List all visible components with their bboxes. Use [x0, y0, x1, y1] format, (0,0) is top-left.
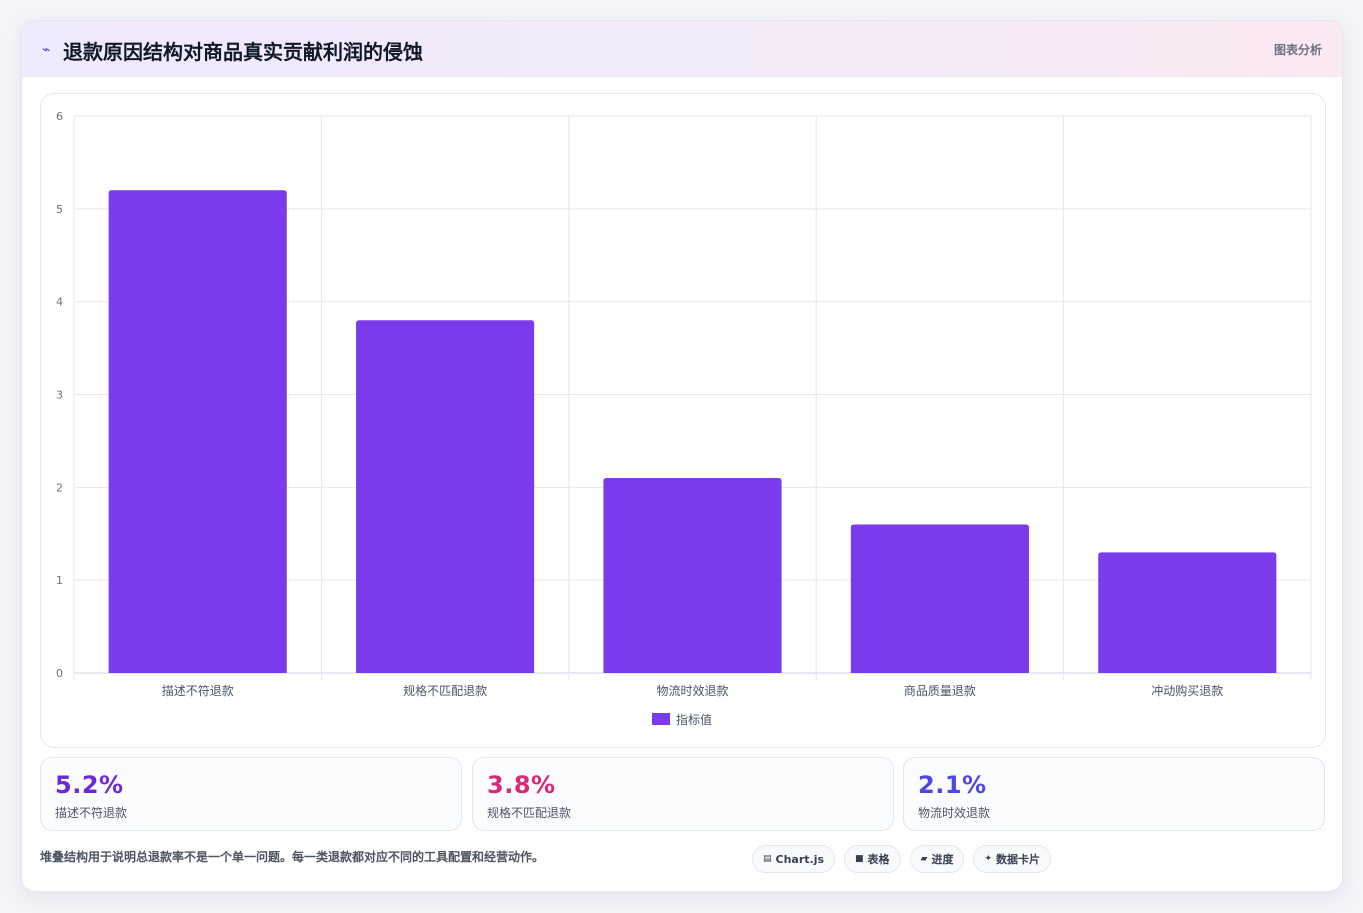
chart-icon: ▤ [763, 854, 772, 864]
stat-value: 5.2% [55, 771, 124, 799]
chip-label: Chart.js [775, 852, 825, 866]
bar [1098, 552, 1277, 673]
legend-label: 指标值 [676, 712, 713, 727]
sparkle-icon: ✦ [984, 854, 993, 864]
y-tick-label: 1 [56, 574, 63, 587]
card-header: ⌁ 退款原因结构对商品真实贡献利润的侵蚀 图表分析 [22, 21, 1342, 77]
stat-value: 3.8% [487, 771, 556, 799]
chip-label: 表格 [867, 853, 890, 866]
table-icon: ■ [855, 854, 864, 864]
chart-line-icon: ⌁ [42, 42, 51, 58]
chart-card: ⌁ 退款原因结构对商品真实贡献利润的侵蚀 图表分析 0 1 2 3 4 5 6 描述不符退款规… [21, 20, 1343, 892]
y-tick-label: 6 [56, 110, 63, 123]
y-tick-label: 4 [56, 296, 63, 309]
chip-label: 进度 [931, 853, 954, 866]
chip-data-card[interactable]: ✦ 数据卡片 [973, 845, 1052, 873]
chart-analysis-tag: 图表分析 [1273, 43, 1322, 57]
stat-label: 描述不符退款 [55, 806, 128, 820]
x-tick-label: 物流时效退款 [656, 683, 728, 698]
stat-value: 2.1% [918, 771, 987, 799]
stat-label: 物流时效退款 [918, 806, 991, 820]
chart-footnote: 堆叠结构用于说明总退款率不是一个单一问题。每一类退款都对应不同的工具配置和经营动… [40, 850, 545, 864]
x-tick-label: 描述不符退款 [162, 683, 234, 698]
bar [603, 478, 782, 673]
chart-container: 0 1 2 3 4 5 6 描述不符退款 规格不匹配退款 物流时效退款 商品质量退款 冲动购买退款 指… [40, 93, 1326, 748]
y-tick-label: 0 [56, 667, 63, 680]
bar [108, 190, 287, 673]
x-tick-label: 商品质量退款 [904, 683, 976, 698]
stat-card: 2.1% 物流时效退款 [903, 757, 1325, 831]
progress-icon: ▰ [920, 854, 928, 864]
y-tick-label: 2 [56, 481, 63, 494]
chart-legend[interactable]: 指标值 [652, 711, 712, 727]
legend-swatch [652, 713, 670, 725]
chart-title: 退款原因结构对商品真实贡献利润的侵蚀 [63, 40, 423, 64]
chip-chartjs[interactable]: ▤ Chart.js [752, 845, 836, 873]
bar-chart: 0 1 2 3 4 5 6 描述不符退款 规格不匹配退款 物流时效退款 商品质量退款 冲动购买退款 [56, 110, 1312, 698]
bar [850, 524, 1029, 673]
stat-label: 规格不匹配退款 [487, 806, 572, 820]
x-tick-label: 规格不匹配退款 [403, 683, 487, 698]
chip-progress[interactable]: ▰ 进度 [909, 845, 965, 873]
stat-card: 5.2% 描述不符退款 [40, 757, 462, 831]
bar [356, 320, 535, 673]
stat-card: 3.8% 规格不匹配退款 [472, 757, 894, 831]
y-tick-label: 5 [56, 203, 63, 216]
chip-label: 数据卡片 [996, 853, 1041, 866]
y-tick-label: 3 [56, 389, 63, 402]
x-tick-label: 冲动购买退款 [1151, 683, 1223, 698]
tool-chips: ▤ Chart.js ■ 表格 ▰ 进度 ✦ 数据卡片 [752, 845, 1060, 873]
chip-table[interactable]: ■ 表格 [844, 845, 901, 873]
